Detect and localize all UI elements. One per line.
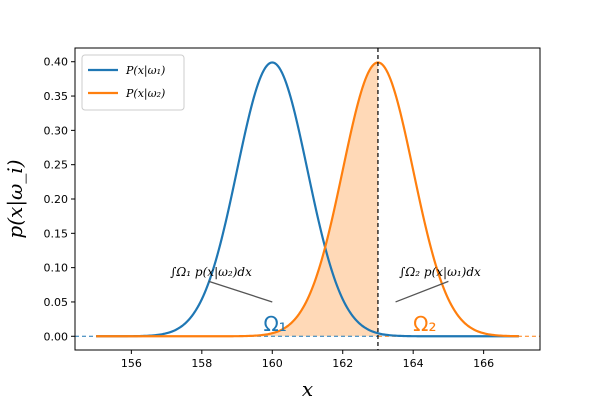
legend: P(x|ω₁) P(x|ω₂) (81, 54, 185, 111)
y-tick-label-5: 0.25 (44, 159, 69, 172)
x-tick-label-2: 160 (262, 357, 283, 370)
series-line-1 (96, 61, 519, 338)
axes: 156 158 160 162 164 166 0.00 0.05 0.10 0.15 0.20 0.… (44, 47, 541, 370)
annotations: ∫Ω₁ p(x|ω₂)dx ∫Ω₂ p(x|ω₁)dx (170, 265, 481, 303)
y-tick-label-2: 0.10 (44, 262, 69, 275)
shaded-region-1 (96, 62, 378, 337)
y-tick-label-6: 0.30 (44, 124, 69, 137)
series-lines (96, 61, 519, 338)
legend-box (81, 54, 185, 111)
x-tick-label-3: 162 (332, 357, 353, 370)
series-line-2 (96, 61, 519, 338)
region-label-2: Ω₂ (413, 312, 436, 336)
annotation-arrow-2 (395, 280, 449, 303)
legend-label-1: P(x|ω₁) (125, 64, 165, 78)
annotation-arrow-1 (208, 280, 273, 303)
y-axis-label: p(x|ω_i) (3, 159, 28, 238)
x-tick-label-1: 158 (191, 357, 212, 370)
region-label-1: Ω₁ (263, 312, 286, 336)
x-tick-label-4: 164 (403, 357, 424, 370)
y-tick-label-0: 0.00 (44, 330, 69, 343)
legend-label-2: P(x|ω₂) (125, 87, 165, 101)
y-tick-label-7: 0.35 (44, 90, 69, 103)
x-tick-label-0: 156 (121, 357, 142, 370)
y-tick-label-8: 0.40 (44, 56, 69, 69)
y-tick-label-3: 0.15 (44, 227, 69, 240)
annotation-text-2: ∫Ω₂ p(x|ω₁)dx (399, 265, 481, 279)
x-tick-label-5: 166 (473, 357, 494, 370)
annotation-text-1: ∫Ω₁ p(x|ω₂)dx (170, 265, 252, 279)
region-labels: Ω₁ Ω₂ (263, 312, 436, 336)
y-tick-label-1: 0.05 (44, 296, 69, 309)
x-axis-label: x (302, 377, 313, 400)
y-tick-label-4: 0.20 (44, 193, 69, 206)
